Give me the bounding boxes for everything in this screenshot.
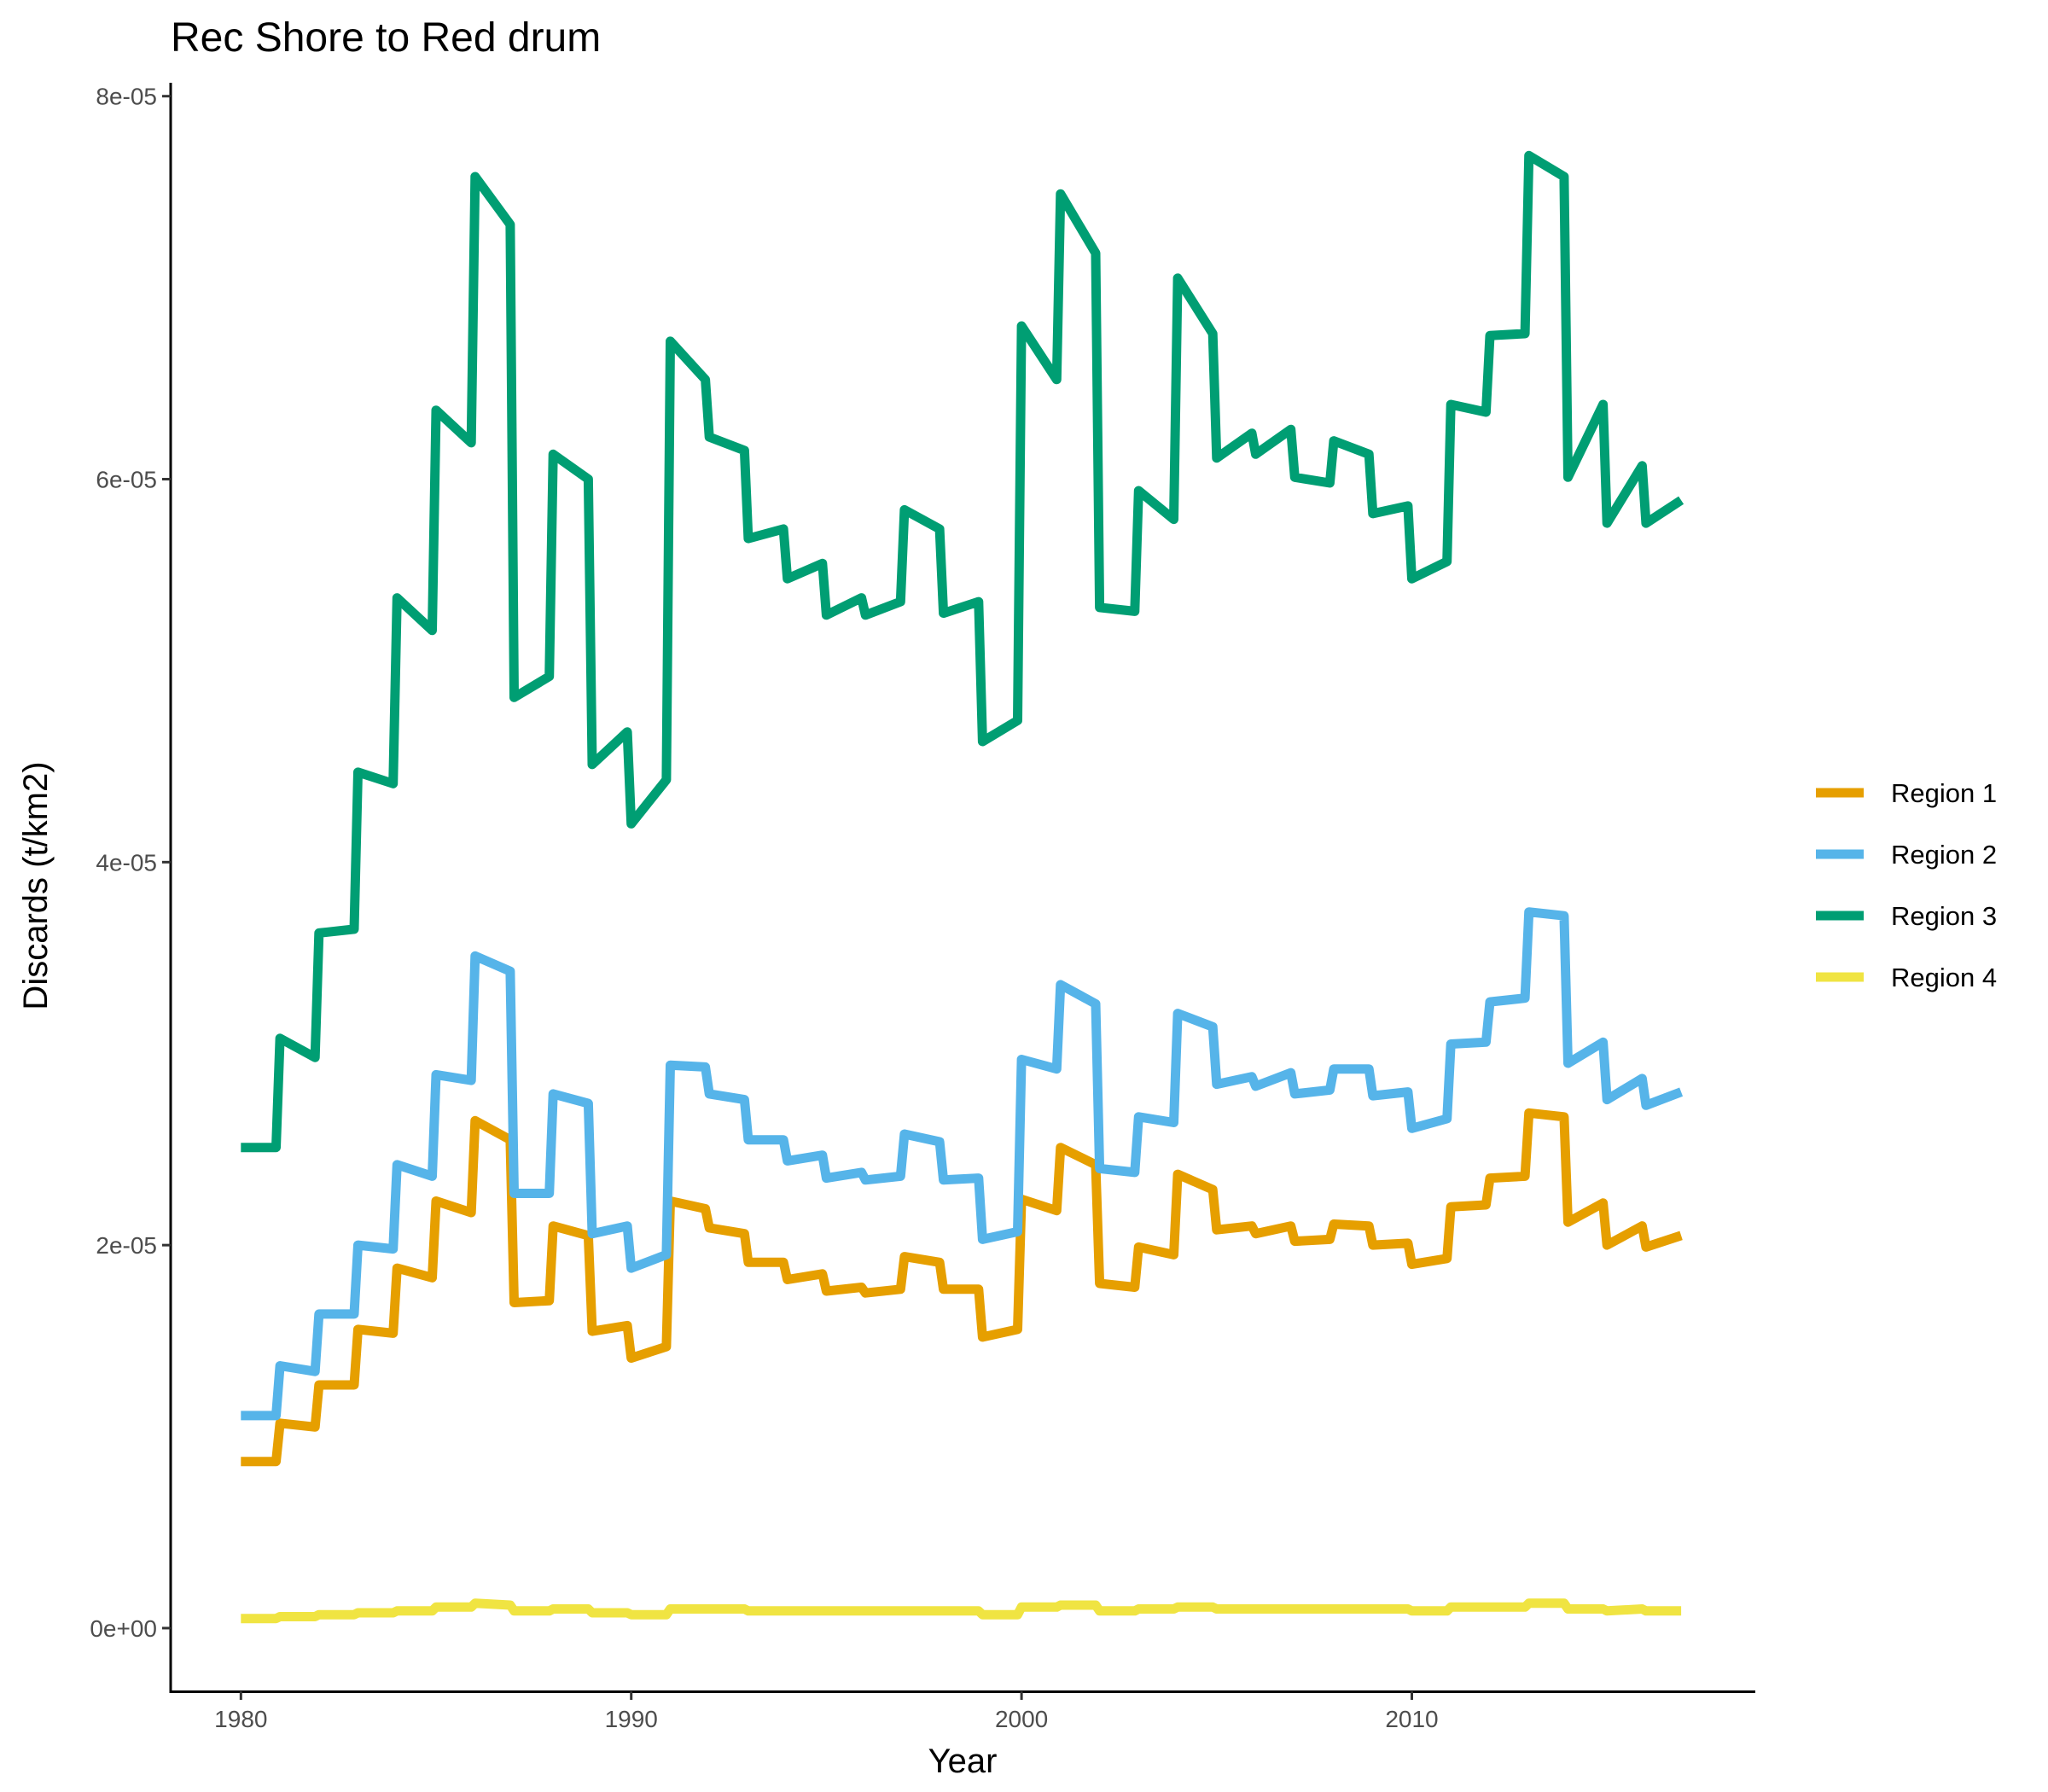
y-tick-label: 4e-05 (96, 849, 157, 876)
chart-title: Rec Shore to Red drum (171, 15, 601, 61)
legend-label-region-3: Region 3 (1891, 901, 1997, 931)
y-tick-label: 8e-05 (96, 84, 157, 110)
y-tick-label: 2e-05 (96, 1232, 157, 1259)
x-axis: 1980 1990 2000 2010 (214, 1691, 1439, 1732)
legend-label-region-4: Region 4 (1891, 963, 1997, 992)
y-tick-label: 6e-05 (96, 467, 157, 493)
legend: Region 1 Region 2 Region 3 Region 4 (1816, 778, 1997, 992)
y-axis: 0e+00 2e-05 4e-05 6e-05 8e-05 (90, 84, 171, 1642)
legend-label-region-2: Region 2 (1891, 840, 1997, 870)
plot-area (241, 150, 1684, 1624)
series-line-region-2 (241, 907, 1684, 1421)
series-line-region-1 (241, 1108, 1683, 1467)
x-tick-label: 2000 (995, 1706, 1048, 1732)
y-axis-title: Discards (t/km2) (17, 761, 55, 1009)
x-tick-label: 1990 (605, 1706, 658, 1732)
x-axis-title: Year (928, 1743, 998, 1780)
x-tick-label: 2010 (1385, 1706, 1438, 1732)
legend-label-region-1: Region 1 (1891, 778, 1997, 808)
x-tick-label: 1980 (214, 1706, 267, 1732)
y-tick-label: 0e+00 (90, 1615, 157, 1642)
series-line-region-3 (241, 150, 1684, 1153)
series-line-region-4 (241, 1598, 1682, 1624)
